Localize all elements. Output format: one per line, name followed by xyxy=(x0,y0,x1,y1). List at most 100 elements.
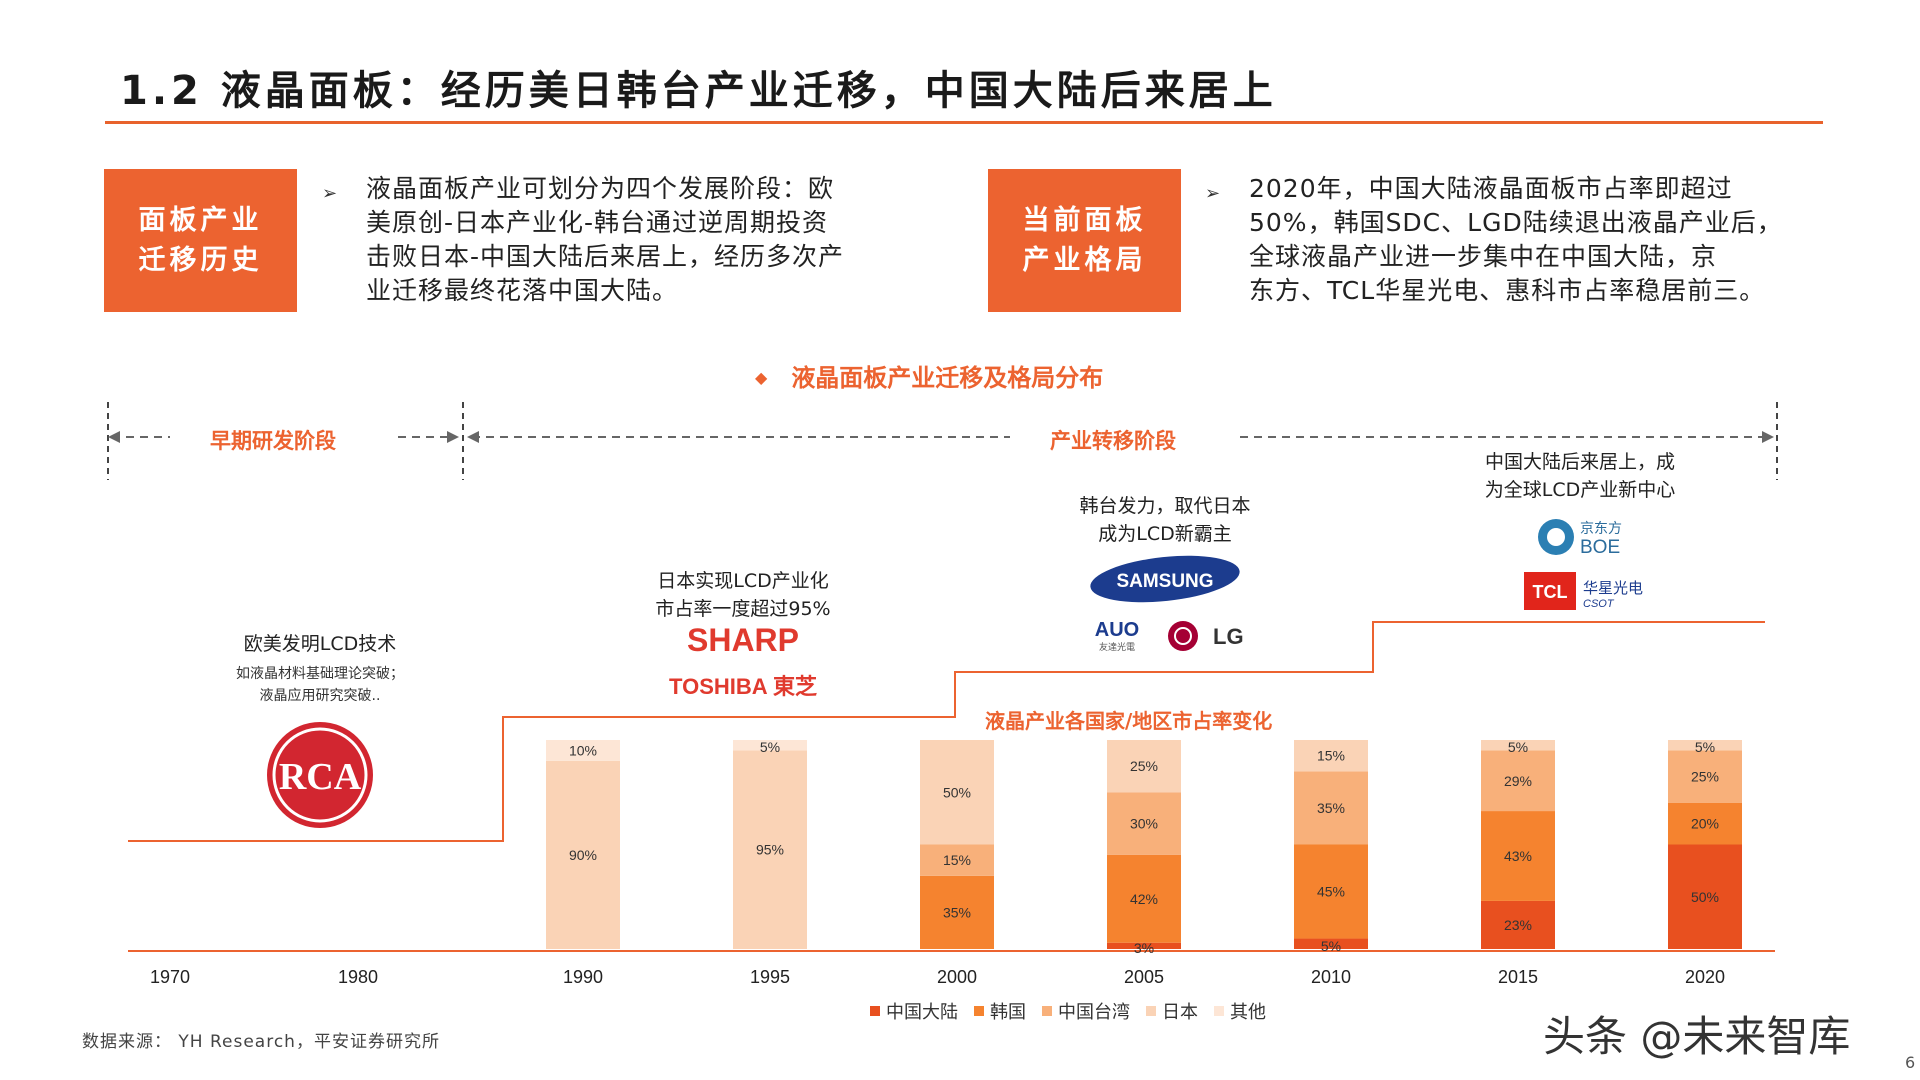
bar-segment xyxy=(1481,740,1555,751)
transfer-stage-label: 产业转移阶段 xyxy=(1050,429,1176,453)
china-annotation: 中国大陆后来居上，成 为全球LCD产业新中心 xyxy=(1440,448,1720,504)
bar-segment xyxy=(1481,750,1555,812)
data-label: 42% xyxy=(1130,891,1158,907)
data-source: 数据来源： YH Research，平安证券研究所 xyxy=(82,1032,440,1052)
legend-item: 日本 xyxy=(1146,998,1198,1024)
annotation-line: 为全球LCD产业新中心 xyxy=(1484,479,1676,501)
annotation-line: 日本实现LCD产业化 xyxy=(657,570,829,592)
legend-item: 中国大陆 xyxy=(870,998,958,1024)
arrow-right-icon xyxy=(1762,431,1774,443)
bar-segment xyxy=(920,740,994,845)
data-label: 50% xyxy=(1691,889,1719,905)
x-tick-label: 1990 xyxy=(563,967,603,987)
title-divider xyxy=(105,121,1823,124)
legend-label: 中国大陆 xyxy=(886,1002,958,1023)
data-label: 25% xyxy=(1130,758,1158,774)
data-label: 90% xyxy=(569,847,597,863)
tag-line: 产业格局 xyxy=(1022,244,1147,276)
data-label: 23% xyxy=(1504,917,1532,933)
auo-logo-text: AUO xyxy=(1095,619,1139,641)
data-label: 50% xyxy=(943,784,971,800)
early-stage-label: 早期研发阶段 xyxy=(210,429,336,453)
x-tick-label: 2005 xyxy=(1124,967,1164,987)
para-line: 液晶面板产业可划分为四个发展阶段：欧 xyxy=(366,174,835,203)
current-landscape-tag: 当前面板 产业格局 xyxy=(988,169,1181,312)
samsung-logo: SAMSUNG xyxy=(1090,555,1240,603)
diamond-icon: ◆ xyxy=(755,368,768,387)
market-share-title: 液晶产业各国家/地区市占率变化 xyxy=(985,709,1273,733)
legend-item: 中国台湾 xyxy=(1042,998,1130,1024)
data-label: 15% xyxy=(943,852,971,868)
bar-segment xyxy=(1107,854,1181,943)
data-label: 30% xyxy=(1130,816,1158,832)
para-line: 全球液晶产业进一步集中在中国大陆，京 xyxy=(1249,242,1718,271)
csot-logo-text: CSOT xyxy=(1583,598,1615,610)
tag-line: 迁移历史 xyxy=(138,244,263,276)
industry-history-tag: 面板产业 迁移历史 xyxy=(104,169,297,312)
data-label: 5% xyxy=(1321,938,1341,954)
data-label: 5% xyxy=(760,739,780,755)
x-tick-label: 2000 xyxy=(937,967,977,987)
legend-swatch xyxy=(974,1006,984,1016)
history-paragraph: 液晶面板产业可划分为四个发展阶段：欧 美原创-日本产业化-韩台通过逆周期投资 击… xyxy=(366,172,926,308)
para-line: 东方、TCL华星光电、惠科市占率稳居前三。 xyxy=(1249,276,1766,305)
samsung-logo-text: SAMSUNG xyxy=(1116,571,1213,592)
annotation-line: 液晶应用研究突破.. xyxy=(259,688,381,704)
x-tick-label: 1995 xyxy=(750,967,790,987)
chart-heading: ◆ 液晶面板产业迁移及格局分布 xyxy=(755,358,1103,393)
bullet-icon: ➢ xyxy=(322,183,338,204)
bar-segment xyxy=(1107,740,1181,793)
para-line: 美原创-日本产业化-韩台通过逆周期投资 xyxy=(366,208,829,237)
data-label: 20% xyxy=(1691,816,1719,832)
watermark: 头条 @未来智库 xyxy=(1543,1012,1851,1061)
para-line: 50%，韩国SDC、LGD陆续退出液晶产业后， xyxy=(1249,208,1783,237)
bar-segment xyxy=(1668,802,1742,845)
bar-segment xyxy=(1481,811,1555,901)
bar-segment xyxy=(1668,750,1742,803)
migration-step-line xyxy=(128,621,1765,842)
bar-segment xyxy=(1481,900,1555,949)
data-label: 95% xyxy=(756,842,784,858)
landscape-paragraph: 2020年，中国大陆液晶面板市占率即超过 50%，韩国SDC、LGD陆续退出液晶… xyxy=(1249,172,1829,308)
data-label: 5% xyxy=(1508,739,1528,755)
boe-logo-text: BOE xyxy=(1580,537,1620,558)
bar-segment xyxy=(1107,942,1181,949)
us-eu-annotation: 欧美发明LCD技术 xyxy=(200,630,440,658)
x-tick-label: 1970 xyxy=(150,967,190,987)
bar-segment xyxy=(1294,938,1368,949)
auo-logo-subtext: 友達光電 xyxy=(1099,641,1135,653)
csot-logo-cn: 华星光电 xyxy=(1583,579,1643,597)
annotation-line: 欧美发明LCD技术 xyxy=(243,633,397,655)
data-label: 29% xyxy=(1504,773,1532,789)
bar-segment xyxy=(546,740,620,761)
data-label: 25% xyxy=(1691,769,1719,785)
tcl-csot-logo: TCL 华星光电 CSOT xyxy=(1524,572,1643,610)
korea-taiwan-annotation: 韩台发力，取代日本 成为LCD新霸主 xyxy=(1040,492,1290,548)
data-label: 15% xyxy=(1317,748,1345,764)
bar-segment xyxy=(920,844,994,876)
chart-legend: 中国大陆 韩国 中国台湾 日本 其他 xyxy=(870,998,1266,1024)
bar-segment xyxy=(546,760,620,949)
annotation-line: 韩台发力，取代日本 xyxy=(1079,495,1251,517)
bar-segment xyxy=(1294,771,1368,845)
legend-swatch xyxy=(870,1006,880,1016)
data-label: 10% xyxy=(569,742,597,758)
bar-segment xyxy=(1668,740,1742,751)
data-label: 3% xyxy=(1134,940,1154,956)
bar-segment xyxy=(1668,844,1742,949)
page-number: 6 xyxy=(1905,1053,1916,1072)
annotation-line: 成为LCD新霸主 xyxy=(1098,523,1232,545)
auo-logo: AUO 友達光電 xyxy=(1095,619,1139,653)
japan-annotation: 日本实现LCD产业化 市占率一度超过95% xyxy=(618,567,868,623)
bar-segment xyxy=(1294,844,1368,939)
data-label: 35% xyxy=(1317,800,1345,816)
page-title: 1.2 液晶面板：经历美日韩台产业迁移，中国大陆后来居上 xyxy=(120,68,1277,114)
legend-item: 其他 xyxy=(1214,998,1266,1024)
bar-segment xyxy=(733,740,807,751)
x-labels-layer: 1970 1980 1990 1995 2000 2005 2010 2015 2020 xyxy=(150,967,1725,987)
bar-segment xyxy=(733,750,807,949)
data-label: 43% xyxy=(1504,848,1532,864)
data-label: 5% xyxy=(1695,739,1715,755)
chart-heading-text: 液晶面板产业迁移及格局分布 xyxy=(791,364,1104,392)
